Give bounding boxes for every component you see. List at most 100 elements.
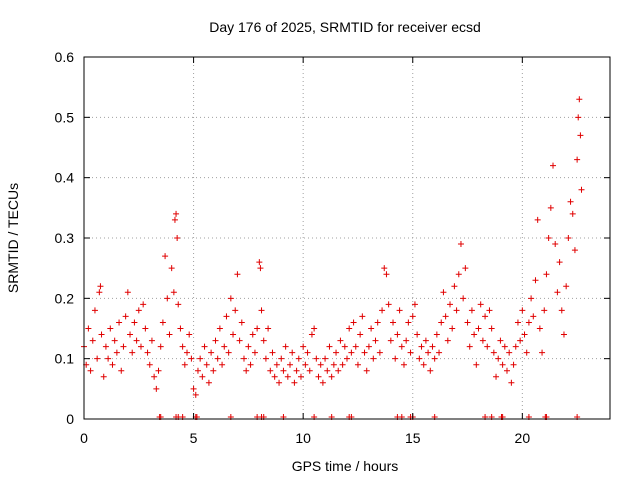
data-point bbox=[545, 235, 552, 241]
data-point bbox=[171, 216, 178, 223]
data-point bbox=[525, 319, 532, 326]
data-point bbox=[190, 385, 197, 392]
data-point bbox=[510, 361, 517, 368]
data-point bbox=[293, 367, 300, 374]
data-point bbox=[107, 325, 114, 332]
data-point bbox=[431, 355, 438, 362]
data-point bbox=[444, 337, 451, 344]
data-point bbox=[339, 361, 346, 368]
data-point bbox=[547, 204, 554, 211]
data-point bbox=[468, 307, 475, 314]
data-point bbox=[477, 301, 484, 308]
data-point bbox=[230, 331, 237, 338]
data-point bbox=[514, 319, 521, 326]
data-point bbox=[554, 289, 561, 296]
data-point bbox=[565, 235, 572, 241]
x-tick-label: 15 bbox=[405, 430, 421, 446]
x-tick-label: 20 bbox=[515, 430, 531, 446]
data-point bbox=[359, 313, 366, 320]
data-point bbox=[238, 319, 245, 326]
data-point bbox=[341, 343, 348, 350]
data-point bbox=[89, 337, 96, 344]
data-point bbox=[295, 355, 302, 362]
data-point bbox=[569, 210, 576, 217]
data-point bbox=[280, 367, 287, 374]
data-point bbox=[133, 337, 140, 344]
data-point bbox=[179, 343, 186, 350]
data-point bbox=[530, 313, 537, 320]
data-point bbox=[175, 301, 182, 308]
data-point bbox=[354, 361, 361, 368]
data-point bbox=[291, 379, 298, 386]
data-point bbox=[552, 241, 559, 248]
data-point bbox=[257, 265, 264, 272]
data-point bbox=[302, 361, 309, 368]
data-point bbox=[243, 367, 250, 374]
data-point bbox=[249, 331, 256, 338]
data-point bbox=[265, 325, 272, 332]
data-point bbox=[188, 355, 195, 362]
data-point bbox=[105, 355, 112, 362]
axis-ticks bbox=[83, 56, 610, 420]
data-point bbox=[212, 337, 219, 344]
data-point bbox=[219, 361, 226, 368]
data-point bbox=[473, 361, 480, 368]
data-point bbox=[192, 391, 199, 398]
data-point bbox=[173, 210, 180, 217]
data-point bbox=[118, 367, 125, 374]
data-point bbox=[208, 349, 215, 356]
data-point bbox=[87, 367, 94, 374]
data-point bbox=[396, 307, 403, 314]
data-point bbox=[201, 343, 208, 350]
data-point bbox=[262, 355, 269, 362]
data-point bbox=[563, 283, 570, 290]
data-point bbox=[146, 361, 153, 368]
data-point bbox=[247, 361, 254, 368]
data-point bbox=[236, 337, 243, 344]
data-point bbox=[394, 331, 401, 338]
data-point bbox=[457, 241, 464, 248]
data-point bbox=[348, 349, 355, 356]
data-point bbox=[129, 349, 136, 356]
data-point bbox=[258, 307, 265, 314]
data-point bbox=[409, 313, 416, 320]
y-tick-label: 0 bbox=[66, 411, 74, 427]
data-point bbox=[490, 349, 497, 356]
data-point bbox=[155, 367, 162, 374]
data-point bbox=[528, 295, 535, 302]
data-point bbox=[385, 301, 392, 308]
data-point bbox=[300, 343, 307, 350]
data-point bbox=[532, 277, 539, 284]
data-point bbox=[98, 331, 105, 338]
data-point bbox=[166, 331, 173, 338]
data-point bbox=[319, 379, 326, 386]
data-point bbox=[324, 367, 331, 374]
y-tick-label: 0.4 bbox=[55, 170, 75, 186]
data-point bbox=[144, 349, 151, 356]
data-point bbox=[390, 319, 397, 326]
data-point bbox=[256, 259, 263, 266]
data-point bbox=[493, 373, 500, 380]
data-point bbox=[131, 319, 138, 326]
data-point bbox=[372, 337, 379, 344]
data-point bbox=[333, 349, 340, 356]
data-point bbox=[199, 373, 206, 380]
data-point bbox=[411, 301, 418, 308]
data-point bbox=[453, 307, 460, 314]
tick-labels: 0 0.1 0.2 0.3 0.4 0.5 0.6 0 5 10 15 20 bbox=[55, 49, 531, 446]
data-point bbox=[392, 355, 399, 362]
y-tick-label: 0.1 bbox=[55, 351, 75, 367]
data-point bbox=[425, 349, 432, 356]
data-point bbox=[414, 331, 421, 338]
data-point bbox=[521, 331, 528, 338]
data-point bbox=[576, 96, 583, 103]
data-point bbox=[194, 367, 201, 374]
data-point bbox=[223, 313, 230, 320]
data-point bbox=[225, 349, 232, 356]
data-point bbox=[517, 337, 524, 344]
data-point bbox=[328, 373, 335, 380]
data-point bbox=[260, 337, 267, 344]
data-point bbox=[102, 343, 109, 350]
data-point bbox=[94, 355, 101, 362]
